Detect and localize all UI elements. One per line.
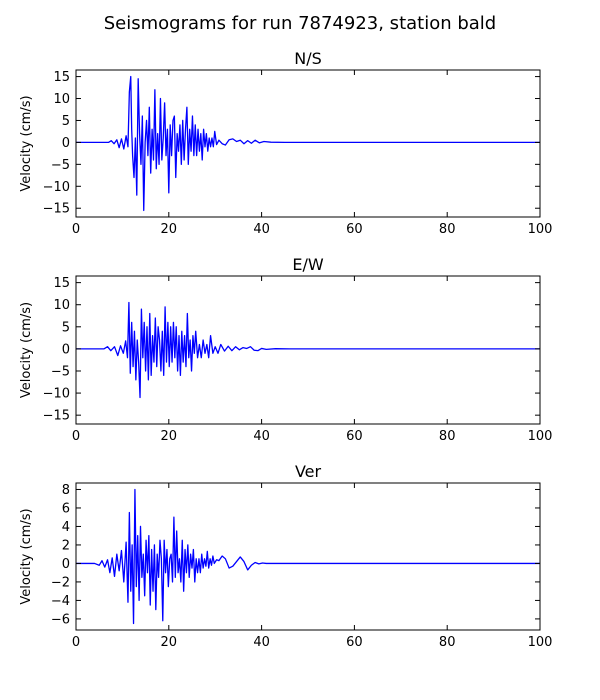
- x-tick-label: 60: [346, 635, 363, 650]
- y-tick-label: 6: [62, 501, 70, 516]
- series-line: [76, 488, 540, 625]
- y-tick-label: −5: [51, 364, 70, 379]
- x-tick-label: 40: [253, 429, 270, 444]
- panel-title: N/S: [294, 49, 322, 68]
- panel-title: Ver: [295, 462, 322, 481]
- y-tick-label: 0: [62, 557, 70, 572]
- x-tick-label: 20: [161, 635, 178, 650]
- y-axis-label: Velocity (cm/s): [19, 302, 34, 398]
- plot-frame: [75, 275, 541, 425]
- y-tick-label: −15: [43, 202, 70, 217]
- y-tick-label: 2: [62, 538, 70, 553]
- y-tick-label: 8: [62, 483, 70, 498]
- y-tick-label: −10: [43, 387, 70, 402]
- y-tick-label: −4: [51, 594, 70, 609]
- panel-title: E/W: [292, 255, 324, 274]
- panel-3: Ver Velocity (cm/s) 0 20 40 60 80 100 −6 −4 −2 0 2 4 6…: [19, 462, 552, 650]
- y-tick-label: 0: [62, 342, 70, 357]
- y-tick-label: −5: [51, 158, 70, 173]
- y-tick-label: −2: [51, 575, 70, 590]
- x-tick-label: 0: [72, 429, 80, 444]
- x-tick-label: 60: [346, 429, 363, 444]
- panel-1: N/S Velocity (cm/s) 0 20 40 60 80 100 −15 −10 −5 0 5…: [19, 49, 552, 237]
- x-tick-label: 40: [253, 635, 270, 650]
- y-axis-label: Velocity (cm/s): [19, 95, 34, 191]
- x-tick-label: 40: [253, 222, 270, 237]
- x-tick-label: 80: [439, 222, 456, 237]
- y-tick-label: 15: [53, 70, 70, 85]
- y-tick-label: 5: [62, 114, 70, 129]
- x-tick-label: 0: [72, 222, 80, 237]
- x-tick-label: 80: [439, 635, 456, 650]
- y-tick-label: 10: [53, 92, 70, 107]
- y-tick-label: 5: [62, 320, 70, 335]
- figure-title: Seismograms for run 7874923, station bal…: [104, 13, 496, 34]
- series-line: [76, 75, 540, 212]
- plot-frame: [75, 69, 541, 218]
- x-tick-label: 20: [161, 429, 178, 444]
- y-tick-label: −10: [43, 180, 70, 195]
- x-tick-label: 100: [528, 222, 553, 237]
- x-tick-label: 0: [72, 635, 80, 650]
- x-tick-label: 80: [439, 429, 456, 444]
- y-tick-label: −6: [51, 612, 70, 627]
- x-tick-label: 100: [528, 635, 553, 650]
- y-tick-label: −15: [43, 409, 70, 424]
- series-line: [76, 301, 540, 399]
- y-tick-label: 4: [62, 520, 70, 535]
- x-tick-label: 20: [161, 222, 178, 237]
- y-tick-label: 0: [62, 136, 70, 151]
- y-tick-label: 15: [53, 276, 70, 291]
- x-tick-label: 60: [346, 222, 363, 237]
- y-axis-label: Velocity (cm/s): [19, 508, 34, 604]
- plot-frame: [75, 482, 541, 631]
- x-tick-label: 100: [528, 429, 553, 444]
- panel-2: E/W Velocity (cm/s) 0 20 40 60 80 100 −15 −10 −5 0 5…: [19, 255, 552, 444]
- y-tick-label: 10: [53, 298, 70, 313]
